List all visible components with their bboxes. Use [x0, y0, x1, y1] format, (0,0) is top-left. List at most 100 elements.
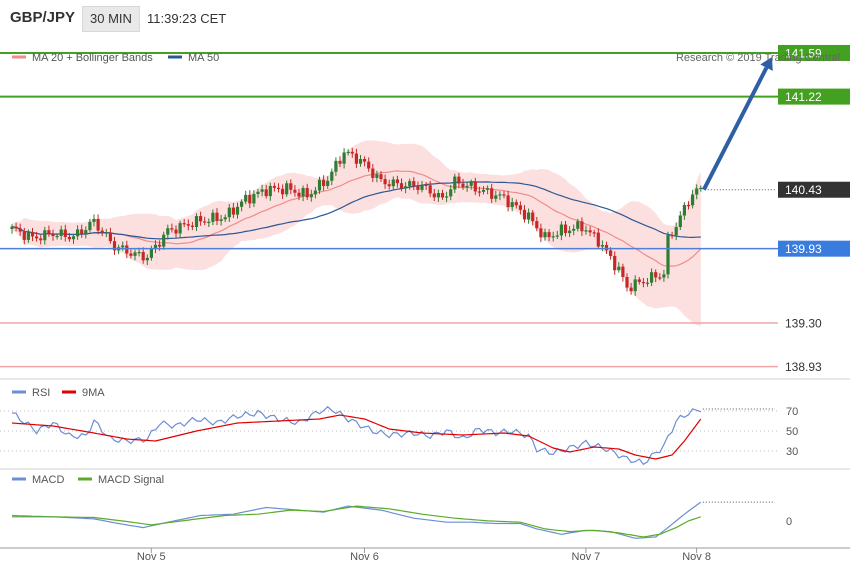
pivot-tag: [778, 240, 850, 257]
candle-body: [248, 194, 252, 204]
candle-body: [621, 266, 625, 278]
candle-body: [207, 221, 211, 224]
candle-body: [30, 232, 35, 237]
candle-body: [559, 224, 563, 236]
candle-body: [600, 245, 604, 247]
candle-body: [498, 194, 502, 196]
candle-body: [506, 195, 510, 208]
candle-body: [190, 225, 194, 227]
candle-body: [375, 174, 379, 178]
candle-body: [297, 192, 301, 197]
candle-body: [235, 206, 240, 215]
candle-body: [215, 212, 219, 221]
macd-tick-label: 0: [786, 516, 792, 528]
candle-body: [194, 216, 199, 227]
resistance-label: 141.22: [785, 90, 822, 104]
rsi-line: [11, 405, 702, 466]
candle-body: [166, 228, 170, 235]
candle-body: [424, 184, 428, 186]
bollinger-band-fill: [12, 140, 701, 327]
candle-body: [445, 196, 449, 198]
candle-body: [695, 188, 699, 195]
candle-body: [481, 189, 486, 192]
candle-body: [149, 248, 153, 258]
candle-body: [55, 235, 59, 238]
candle-body: [678, 215, 682, 228]
ma50-line: [11, 181, 701, 240]
candle-body: [383, 179, 387, 185]
bollinger-bands: [12, 140, 701, 327]
candle-body: [240, 201, 244, 207]
resistance-tag: [778, 88, 850, 105]
candle-body: [543, 232, 547, 238]
candle-body: [420, 184, 424, 190]
forecast-arrow: [702, 56, 773, 191]
level-labels: 141.59 141.22 140.43 139.93 139.30 138.93: [778, 44, 850, 374]
candle-body: [408, 181, 412, 187]
candle-body: [18, 228, 22, 232]
candle-body: [289, 183, 293, 190]
candle-body: [576, 221, 580, 229]
candle-body: [399, 183, 404, 189]
candle-body: [531, 212, 535, 222]
candle-body: [133, 252, 137, 256]
candle-body: [670, 235, 674, 237]
candle-body: [379, 174, 383, 180]
candle-body: [604, 245, 609, 251]
candle-body: [67, 236, 71, 240]
candle-body: [645, 282, 650, 284]
candle-body: [309, 194, 313, 198]
candle-body: [223, 217, 227, 220]
candle-body: [371, 168, 375, 178]
rsi-tick-label: 30: [786, 446, 798, 458]
x-tick-label: Nov 6: [350, 551, 379, 563]
candle-body: [535, 221, 539, 229]
candle-body: [203, 221, 207, 223]
rsi-ma-line: [11, 414, 702, 460]
candle-body: [322, 179, 326, 186]
candle-body: [121, 245, 125, 248]
candle-body: [10, 226, 14, 230]
candle-body: [502, 194, 506, 196]
candle-body: [211, 212, 215, 222]
legends: MA 20 + Bollinger Bands MA 50 Research © 2…: [12, 52, 840, 486]
timeframe-button[interactable]: 30 MIN: [82, 6, 140, 32]
candle-body: [617, 266, 621, 271]
candle-body: [629, 287, 633, 292]
candle-body: [22, 231, 26, 240]
candles: [10, 147, 703, 296]
candle-body: [260, 189, 264, 192]
candle-body: [199, 216, 203, 222]
candle-body: [285, 183, 289, 195]
candle-body: [76, 229, 80, 237]
candle-body: [699, 187, 703, 190]
candle-body: [358, 158, 363, 164]
candle-body: [436, 192, 440, 198]
level-lines: [0, 51, 778, 368]
candle-body: [14, 226, 18, 229]
last-price-label: 140.43: [785, 183, 822, 197]
candle-body: [108, 232, 112, 242]
candle-body: [674, 227, 678, 236]
support-label: 139.30: [785, 316, 822, 330]
candle-body: [440, 192, 445, 198]
candle-body: [141, 252, 145, 261]
candle-body: [59, 229, 63, 236]
candle-body: [186, 224, 190, 226]
candle-body: [112, 241, 117, 251]
indicators: 70 50 30 0: [0, 405, 798, 539]
panel-frames: [0, 378, 850, 549]
candle-body: [428, 185, 432, 194]
candle-body: [522, 209, 527, 220]
candle-body: [641, 281, 645, 284]
candle-body: [104, 232, 108, 234]
chart-header: GBP/JPY 30 MIN 11:39:23 CET: [0, 0, 850, 38]
candle-body: [662, 274, 666, 278]
rsi-tick-label: 70: [786, 406, 798, 418]
candle-body: [88, 221, 92, 231]
candle-body: [92, 218, 96, 222]
candle-body: [625, 277, 629, 288]
candle-body: [43, 230, 47, 241]
candle-body: [26, 232, 30, 240]
candle-body: [510, 202, 514, 208]
